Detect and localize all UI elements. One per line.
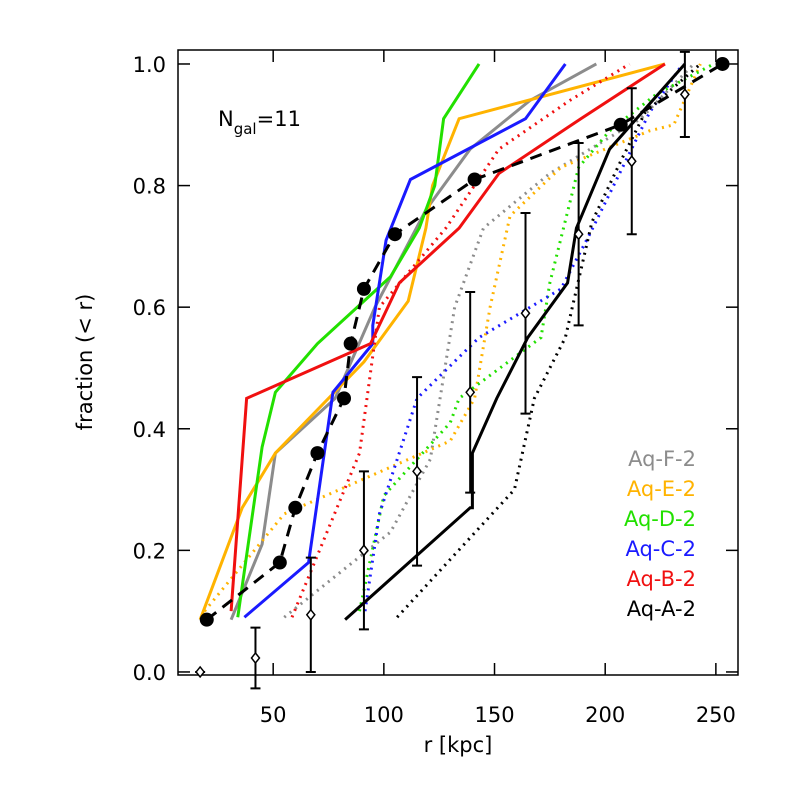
y-tick-label: 0.4 [133, 418, 166, 442]
annotation-rest: =11 [257, 107, 301, 131]
legend-entry: Aq-D-2 [624, 507, 696, 531]
solid-line [236, 63, 481, 618]
x-tick-label: 250 [696, 703, 736, 727]
x-tick-label: 200 [585, 703, 625, 727]
diamond-point [679, 88, 690, 101]
plot-frame [177, 49, 739, 676]
mean-point [356, 281, 371, 296]
legend-entry: Aq-F-2 [628, 447, 696, 471]
solid-line [344, 62, 687, 621]
y-tick-label: 0.6 [133, 296, 166, 320]
x-tick-label: 50 [260, 703, 287, 727]
diamond-point [626, 155, 637, 168]
mean-point [310, 446, 325, 461]
mean-point [288, 500, 303, 515]
solid-line [229, 62, 666, 612]
y-tick-label: 0.8 [133, 175, 166, 199]
solid-line [243, 63, 567, 619]
annotation: Ngal=11 [218, 107, 301, 138]
diamond-point [573, 228, 584, 241]
mean-point [343, 336, 358, 351]
diamond-point [305, 608, 316, 622]
mean-point [199, 612, 214, 627]
y-tick-label: 0.0 [133, 661, 166, 685]
x-axis-label: r [kpc] [424, 733, 493, 757]
x-tick-label: 100 [364, 703, 404, 727]
y-axis-label: fraction (< r) [73, 294, 97, 431]
legend-entry: Aq-A-2 [627, 597, 696, 621]
legend-entry: Aq-B-2 [626, 567, 696, 591]
legend-entry: Aq-E-2 [627, 477, 696, 501]
mean-point [467, 172, 482, 187]
diamond-point [250, 651, 261, 665]
diamond-point [520, 307, 531, 320]
annotation-main: N [218, 107, 234, 131]
mean-point [337, 391, 352, 406]
annotation-sub: gal [234, 120, 257, 138]
mean-point [272, 555, 287, 570]
mean-point [613, 117, 628, 132]
mean-point [715, 56, 730, 71]
diamond-point [358, 544, 369, 557]
dotted-line [358, 62, 715, 612]
y-tick-label: 1.0 [133, 53, 166, 77]
diamond-point [195, 665, 206, 679]
solid-line [229, 62, 598, 621]
diamond-point [465, 386, 476, 399]
y-tick-label: 0.2 [133, 539, 166, 563]
solid-line [198, 62, 666, 621]
mean-point [387, 227, 402, 242]
diamond-point [412, 465, 423, 478]
dotted-line [290, 62, 631, 618]
x-tick-label: 150 [474, 703, 514, 727]
legend-entry: Aq-C-2 [625, 537, 696, 561]
